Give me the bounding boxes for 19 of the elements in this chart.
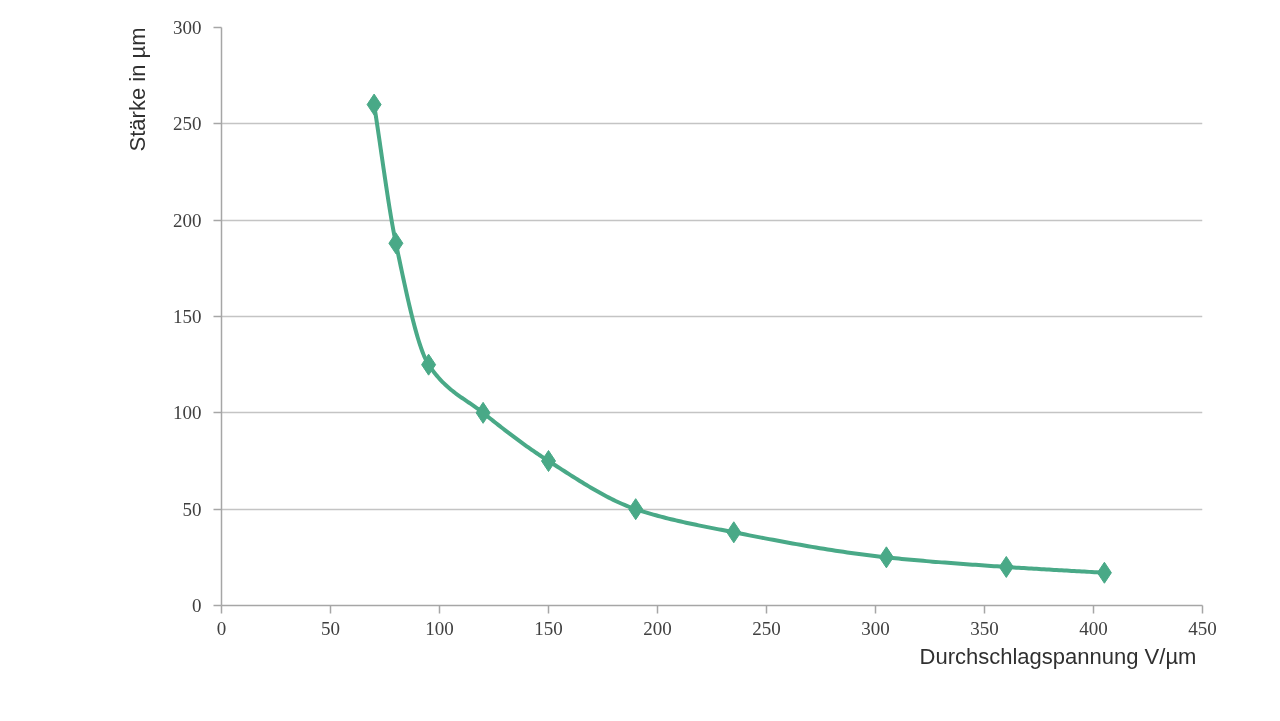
x-axis-title: Durchschlagspannung V/µm [919,643,1197,669]
y-axis-title: Stärke in µm [124,27,150,152]
y-tick-label: 100 [173,402,202,424]
y-tick-label: 50 [182,498,202,520]
x-tick-label: 250 [752,617,781,639]
y-tick-label: 250 [173,113,202,135]
x-tick-label: 50 [321,617,340,639]
x-tick-label: 300 [861,617,890,639]
x-tick-label: 350 [970,617,999,639]
y-tick-label: 300 [173,17,202,38]
x-tick-label: 400 [1079,617,1108,639]
x-tick-label: 200 [643,617,672,639]
x-tick-label: 450 [1188,617,1217,639]
x-tick-label: 150 [534,617,563,639]
y-tick-label: 200 [173,209,202,231]
y-tick-label: 150 [173,306,202,327]
x-tick-label: 0 [216,617,227,639]
y-tick-label: 0 [192,595,202,616]
x-tick-label: 100 [425,617,454,639]
